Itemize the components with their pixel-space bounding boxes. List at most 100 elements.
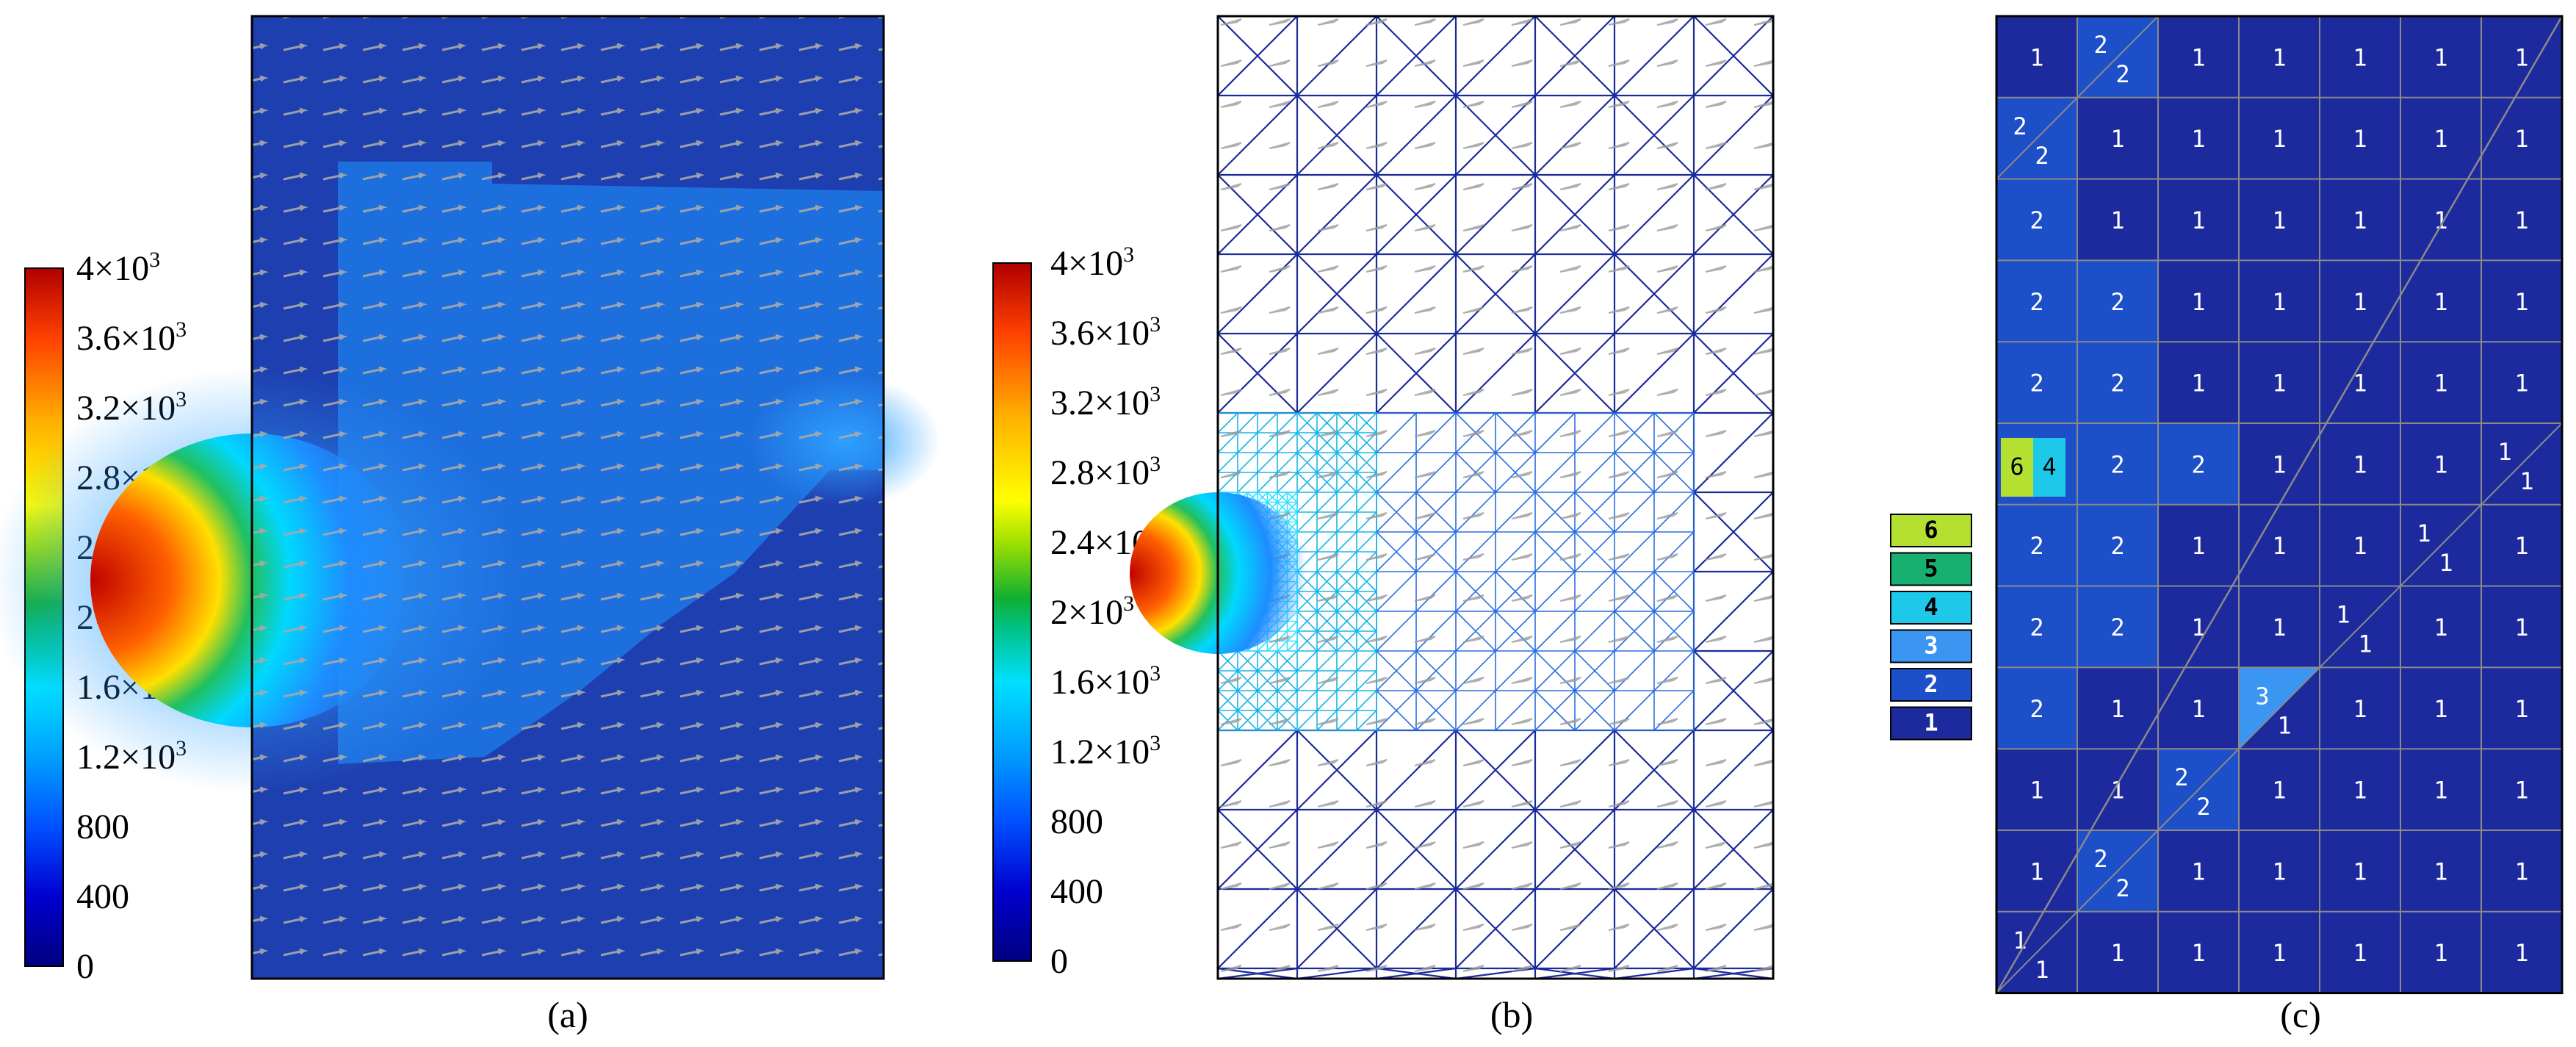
level-cell-fill: [2400, 586, 2481, 668]
level-cell-label: 1: [2353, 532, 2367, 560]
colorbar-tick-label: 400: [1050, 872, 1103, 911]
level-cell-label: 1: [2030, 777, 2043, 805]
level-cell-fill: [2239, 260, 2320, 342]
level-grid-cell: 1: [2239, 504, 2320, 586]
level-cell-fill: [2239, 342, 2320, 423]
level-grid-cell: 1: [2158, 911, 2239, 993]
level-cell-fill: [1996, 179, 2077, 261]
tick-exponent: 3: [1123, 591, 1134, 616]
level-grid-cell: 1: [2239, 830, 2320, 912]
level-cell-fill: [2481, 830, 2562, 912]
level-cell-label: 1: [2514, 614, 2528, 641]
level-legend-swatch: [1890, 706, 1972, 741]
tick-mantissa: 0: [1050, 942, 1068, 981]
level-grid-cell: 11: [1996, 911, 2078, 994]
level-cell-fill: [2158, 342, 2239, 423]
level-cell-fill: [2320, 342, 2400, 423]
colorbar-tick-label: 400: [76, 877, 129, 916]
level-grid-cell: 1: [2239, 911, 2320, 993]
tick-mantissa: 800: [76, 807, 129, 846]
level-cell-label: 1: [2110, 777, 2124, 805]
level-grid-cell: 1: [2239, 586, 2320, 668]
level-cell-fill: [2077, 423, 2158, 505]
level-cell-label: 2: [2115, 874, 2129, 902]
level-cell-label: 1: [2272, 370, 2286, 397]
colorbar-tick-label: 2×103: [1050, 591, 1134, 632]
level-cell-label: 2: [2093, 845, 2107, 873]
colorbar-tick-label: 3.2×103: [1050, 382, 1161, 422]
level-cell-fill: [2320, 667, 2400, 749]
level-legend-item: 3: [1890, 629, 1972, 663]
level-cell-label: 1: [2030, 857, 2043, 885]
tick-mantissa: 3.2×10: [1050, 384, 1150, 422]
level-legend-swatch: [1890, 591, 1972, 625]
level-cell-diagonal: [1996, 911, 2078, 994]
level-cell-label: 4: [2042, 453, 2056, 481]
level-grid-main-diagonal: [1995, 15, 2564, 994]
colorbar-tick-label: 3.6×103: [1050, 312, 1161, 353]
level-grid-cell: 2: [2158, 423, 2239, 505]
level-cell-label: 2: [2030, 695, 2043, 723]
level-grid-cell: 2: [2077, 504, 2158, 586]
level-grid-cell: 1: [2481, 179, 2562, 261]
level-cell-label: 2: [2110, 532, 2124, 560]
level-cell-fill: [2158, 423, 2239, 505]
level-grid-cell: 1: [2077, 179, 2158, 261]
level-cell-label: 2: [2191, 450, 2205, 478]
level-cell-fill: [2077, 749, 2158, 830]
level-grid-cell: 1: [2239, 423, 2320, 505]
level-cell-fill: [2239, 749, 2320, 830]
level-grid-cell: 1: [2239, 260, 2320, 342]
level-grid-cell: 1: [2158, 504, 2239, 586]
level-cell-label: 2: [2110, 614, 2124, 641]
level-cell-label: 1: [2514, 125, 2528, 153]
level-cell-label: 1: [2514, 857, 2528, 885]
tick-mantissa: 4×10: [1050, 244, 1123, 283]
level-cell-label: 2: [2110, 370, 2124, 397]
level-cell-label: 1: [2514, 43, 2528, 71]
level-cell-fill: [2481, 749, 2562, 830]
level-cell-label: 2: [2030, 206, 2043, 234]
level-cell-label: 1: [2434, 857, 2447, 885]
level-cell-diagonal: [2481, 422, 2563, 505]
level-grid-cell: 1: [2481, 667, 2562, 749]
level-cell-label: 1: [2519, 467, 2533, 495]
tick-mantissa: 1.6×10: [1050, 663, 1150, 702]
level-grid-cell: 1: [2481, 342, 2562, 423]
level-cell-fill: [2400, 911, 2481, 993]
level-cell-fill: [2481, 504, 2562, 586]
level-grid-cell: 1: [2239, 97, 2320, 179]
level-grid-cell: 1: [2320, 179, 2400, 261]
level-cell-label: 1: [2514, 532, 2528, 560]
level-cell-label: 1: [2191, 939, 2205, 967]
level-legend-item: 1: [1890, 706, 1972, 741]
level-grid-cell: 1: [2400, 260, 2481, 342]
level-grid-cell: 1: [2400, 179, 2481, 261]
level-cell-label: 2: [2030, 288, 2043, 316]
level-legend-label: 5: [1924, 555, 1938, 583]
level-cell-label: 1: [2191, 370, 2205, 397]
mesh-plot-b: [1130, 15, 1775, 980]
level-grid-cell: 22: [1996, 97, 2078, 180]
tick-exponent: 3: [1150, 382, 1161, 406]
level-cell-label: 2: [2110, 288, 2124, 316]
level-grid-cell: 1: [2320, 830, 2400, 912]
tick-mantissa: 400: [1050, 872, 1103, 911]
level-cell-label: 1: [2434, 370, 2447, 397]
level-cell-label: 1: [2191, 206, 2205, 234]
level-grid-cell: 1: [2320, 260, 2400, 342]
level-cell-fill: [2400, 97, 2481, 179]
level-legend-item: 2: [1890, 668, 1972, 702]
level-cell-label: 1: [2353, 695, 2367, 723]
level-cell-label: 2: [2035, 142, 2049, 170]
level-cell-label: 1: [2272, 288, 2286, 316]
level-cell-label: 1: [2191, 695, 2205, 723]
level-cell-fill: [2320, 749, 2400, 830]
level-cell-fill: [2481, 342, 2562, 423]
level-cell-fill: [2400, 423, 2481, 505]
level-cell-label: 1: [2191, 857, 2205, 885]
colorbar-b-gradient: [992, 262, 1032, 962]
level-grid-cell: 2: [1996, 179, 2077, 261]
level-grid-cell: 1: [2481, 911, 2562, 993]
level-grid-cell: 2: [2077, 586, 2158, 668]
